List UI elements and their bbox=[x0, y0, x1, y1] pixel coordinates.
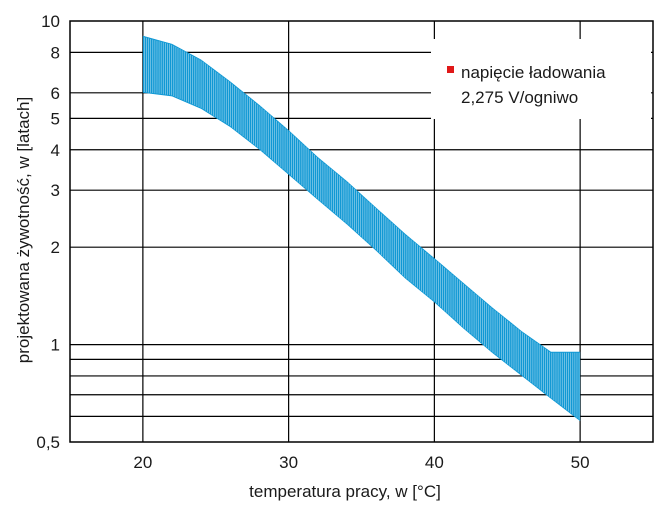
series-band-area bbox=[142, 35, 581, 422]
legend-box bbox=[431, 39, 651, 119]
x-tick-label: 20 bbox=[133, 453, 152, 472]
y-axis-title: projektowana żywotność, w [latach] bbox=[14, 97, 33, 363]
legend-label-line-1: napięcie ładowania bbox=[461, 63, 606, 82]
y-tick-label: 3 bbox=[51, 181, 60, 200]
y-tick-label: 4 bbox=[51, 141, 60, 160]
y-tick-label: 2 bbox=[51, 238, 60, 257]
x-tick-label: 50 bbox=[571, 453, 590, 472]
x-tick-label: 30 bbox=[279, 453, 298, 472]
y-tick-label: 10 bbox=[41, 12, 60, 31]
legend-marker bbox=[447, 66, 454, 73]
y-tick-label: 8 bbox=[51, 43, 60, 62]
band-layer bbox=[142, 35, 581, 422]
y-tick-label: 1 bbox=[51, 336, 60, 355]
x-axis-title: temperatura pracy, w [°C] bbox=[249, 482, 441, 501]
y-tick-label: 6 bbox=[51, 84, 60, 103]
x-tick-label: 40 bbox=[425, 453, 444, 472]
x-tick-labels: 20 30 40 50 bbox=[133, 453, 589, 472]
y-tick-labels: 0,5 1 2 3 4 5 6 8 10 bbox=[36, 12, 60, 452]
legend: napięcie ładowania 2,275 V/ogniwo bbox=[431, 39, 651, 119]
legend-label-line-2: 2,275 V/ogniwo bbox=[461, 88, 578, 107]
y-tick-label: 5 bbox=[51, 109, 60, 128]
plot-frame bbox=[69, 20, 654, 443]
y-tick-label: 0,5 bbox=[36, 433, 60, 452]
